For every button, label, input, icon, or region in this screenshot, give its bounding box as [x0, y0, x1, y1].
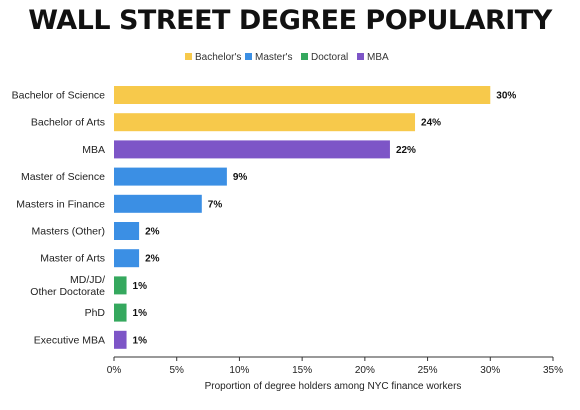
legend-label: Bachelor's: [195, 52, 241, 63]
value-label: 2%: [145, 227, 160, 238]
x-tick-label: 15%: [292, 365, 312, 376]
x-axis-title: Proportion of degree holders among NYC f…: [205, 381, 462, 392]
category-label: PhD: [85, 307, 106, 319]
bar: [114, 86, 491, 104]
legend-label: Master's: [255, 52, 292, 63]
bar: [114, 113, 416, 132]
bar: [114, 194, 202, 213]
category-label: Masters (Other): [31, 226, 105, 238]
value-label: 1%: [133, 308, 148, 319]
bar: [114, 140, 390, 159]
value-label: 22%: [396, 145, 416, 156]
legend-swatch: [185, 53, 192, 60]
value-label: 9%: [233, 172, 248, 183]
bar: [114, 303, 127, 322]
legend-label: MBA: [367, 52, 389, 63]
legend-label: Doctoral: [311, 52, 348, 63]
category-label: MBA: [82, 144, 105, 156]
bar: [114, 249, 140, 268]
legend-swatch: [245, 53, 252, 60]
legend-swatch: [357, 53, 364, 60]
bar: [114, 167, 227, 186]
x-tick-label: 0%: [107, 365, 122, 376]
x-tick-label: 25%: [418, 365, 438, 376]
value-label: 7%: [208, 199, 223, 210]
value-label: 2%: [145, 254, 160, 265]
chart-title: WALL STREET DEGREE POPULARITY: [28, 5, 552, 36]
category-label: Other Doctorate: [30, 286, 105, 298]
value-label: 1%: [133, 281, 148, 292]
x-tick-label: 30%: [480, 365, 500, 376]
value-label: 30%: [496, 91, 516, 102]
category-label: Bachelor of Arts: [31, 117, 105, 129]
bar: [114, 222, 140, 240]
bar: [114, 276, 127, 295]
category-label: Executive MBA: [34, 334, 105, 346]
x-tick-label: 20%: [355, 365, 375, 376]
x-tick-label: 10%: [229, 365, 249, 376]
value-label: 24%: [421, 118, 441, 129]
value-label: 1%: [133, 335, 148, 346]
category-label: Bachelor of Science: [12, 90, 106, 102]
legend-swatch: [301, 53, 308, 60]
category-label: Master of Science: [21, 171, 105, 183]
category-label: MD/JD/: [70, 274, 105, 286]
category-label: Masters in Finance: [16, 198, 105, 210]
category-label: Master of Arts: [40, 253, 105, 265]
bar: [114, 330, 127, 349]
x-tick-label: 5%: [169, 365, 184, 376]
x-tick-label: 35%: [543, 365, 563, 376]
